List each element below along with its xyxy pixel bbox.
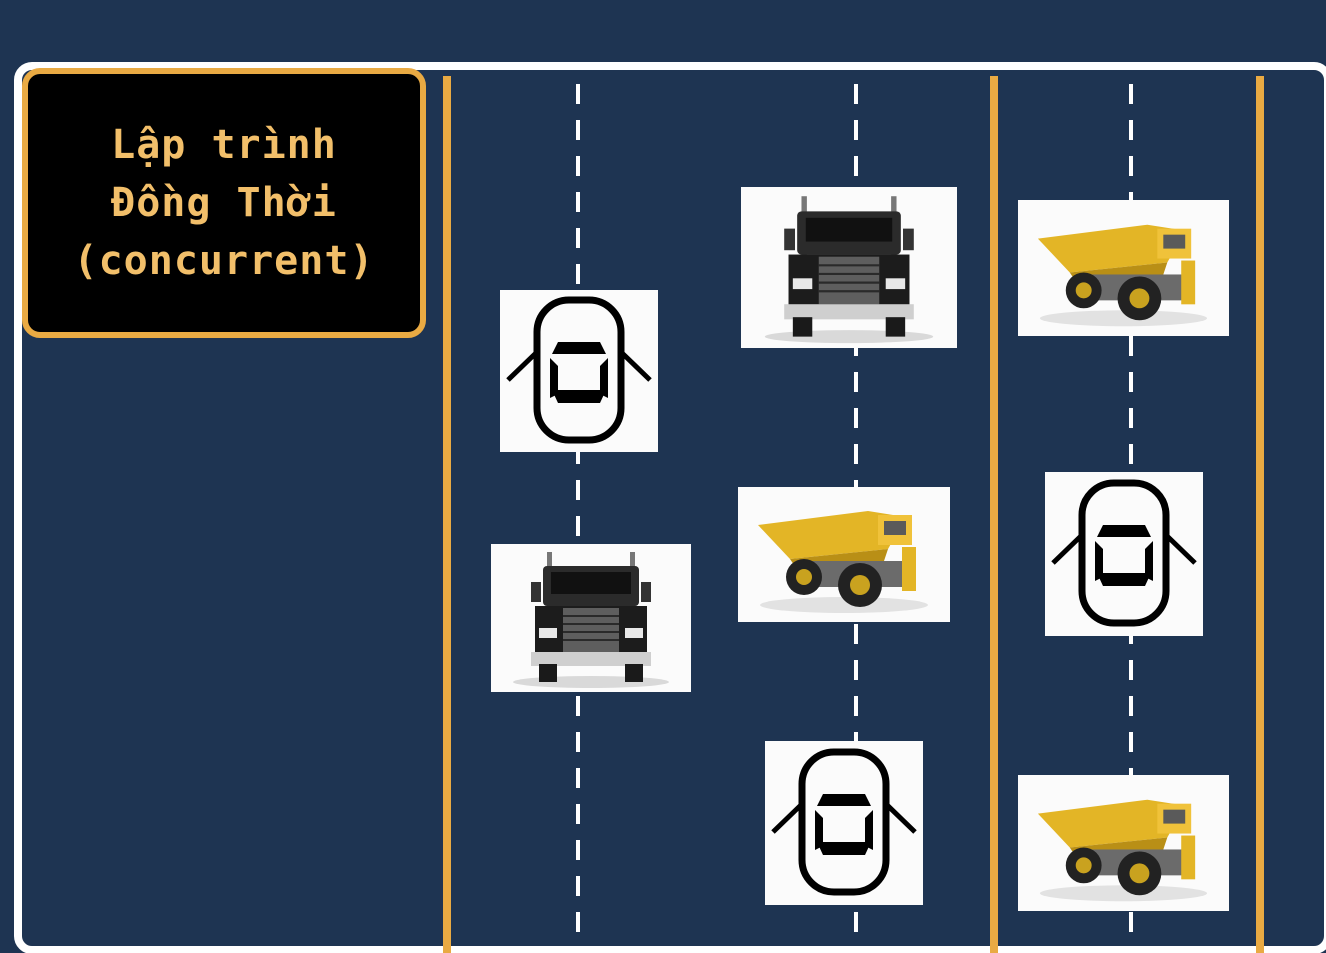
road-edge: [14, 62, 1326, 953]
dump-truck-image: [738, 487, 950, 622]
title-line-3: (concurrent): [73, 238, 375, 284]
dump-truck-image: [1018, 200, 1229, 336]
semi-truck-image: [491, 544, 691, 692]
car-door-icon: [765, 741, 923, 905]
title-text: Lập trình Đồng Thời (concurrent): [74, 116, 375, 290]
semi-truck-image: [741, 187, 957, 348]
car-door-icon: [1045, 472, 1203, 636]
title-line-2: Đồng Thời: [111, 180, 337, 226]
title-panel: Lập trình Đồng Thời (concurrent): [22, 68, 426, 338]
title-line-1: Lập trình: [111, 122, 337, 168]
car-door-icon: [500, 290, 658, 452]
dump-truck-image: [1018, 775, 1229, 911]
